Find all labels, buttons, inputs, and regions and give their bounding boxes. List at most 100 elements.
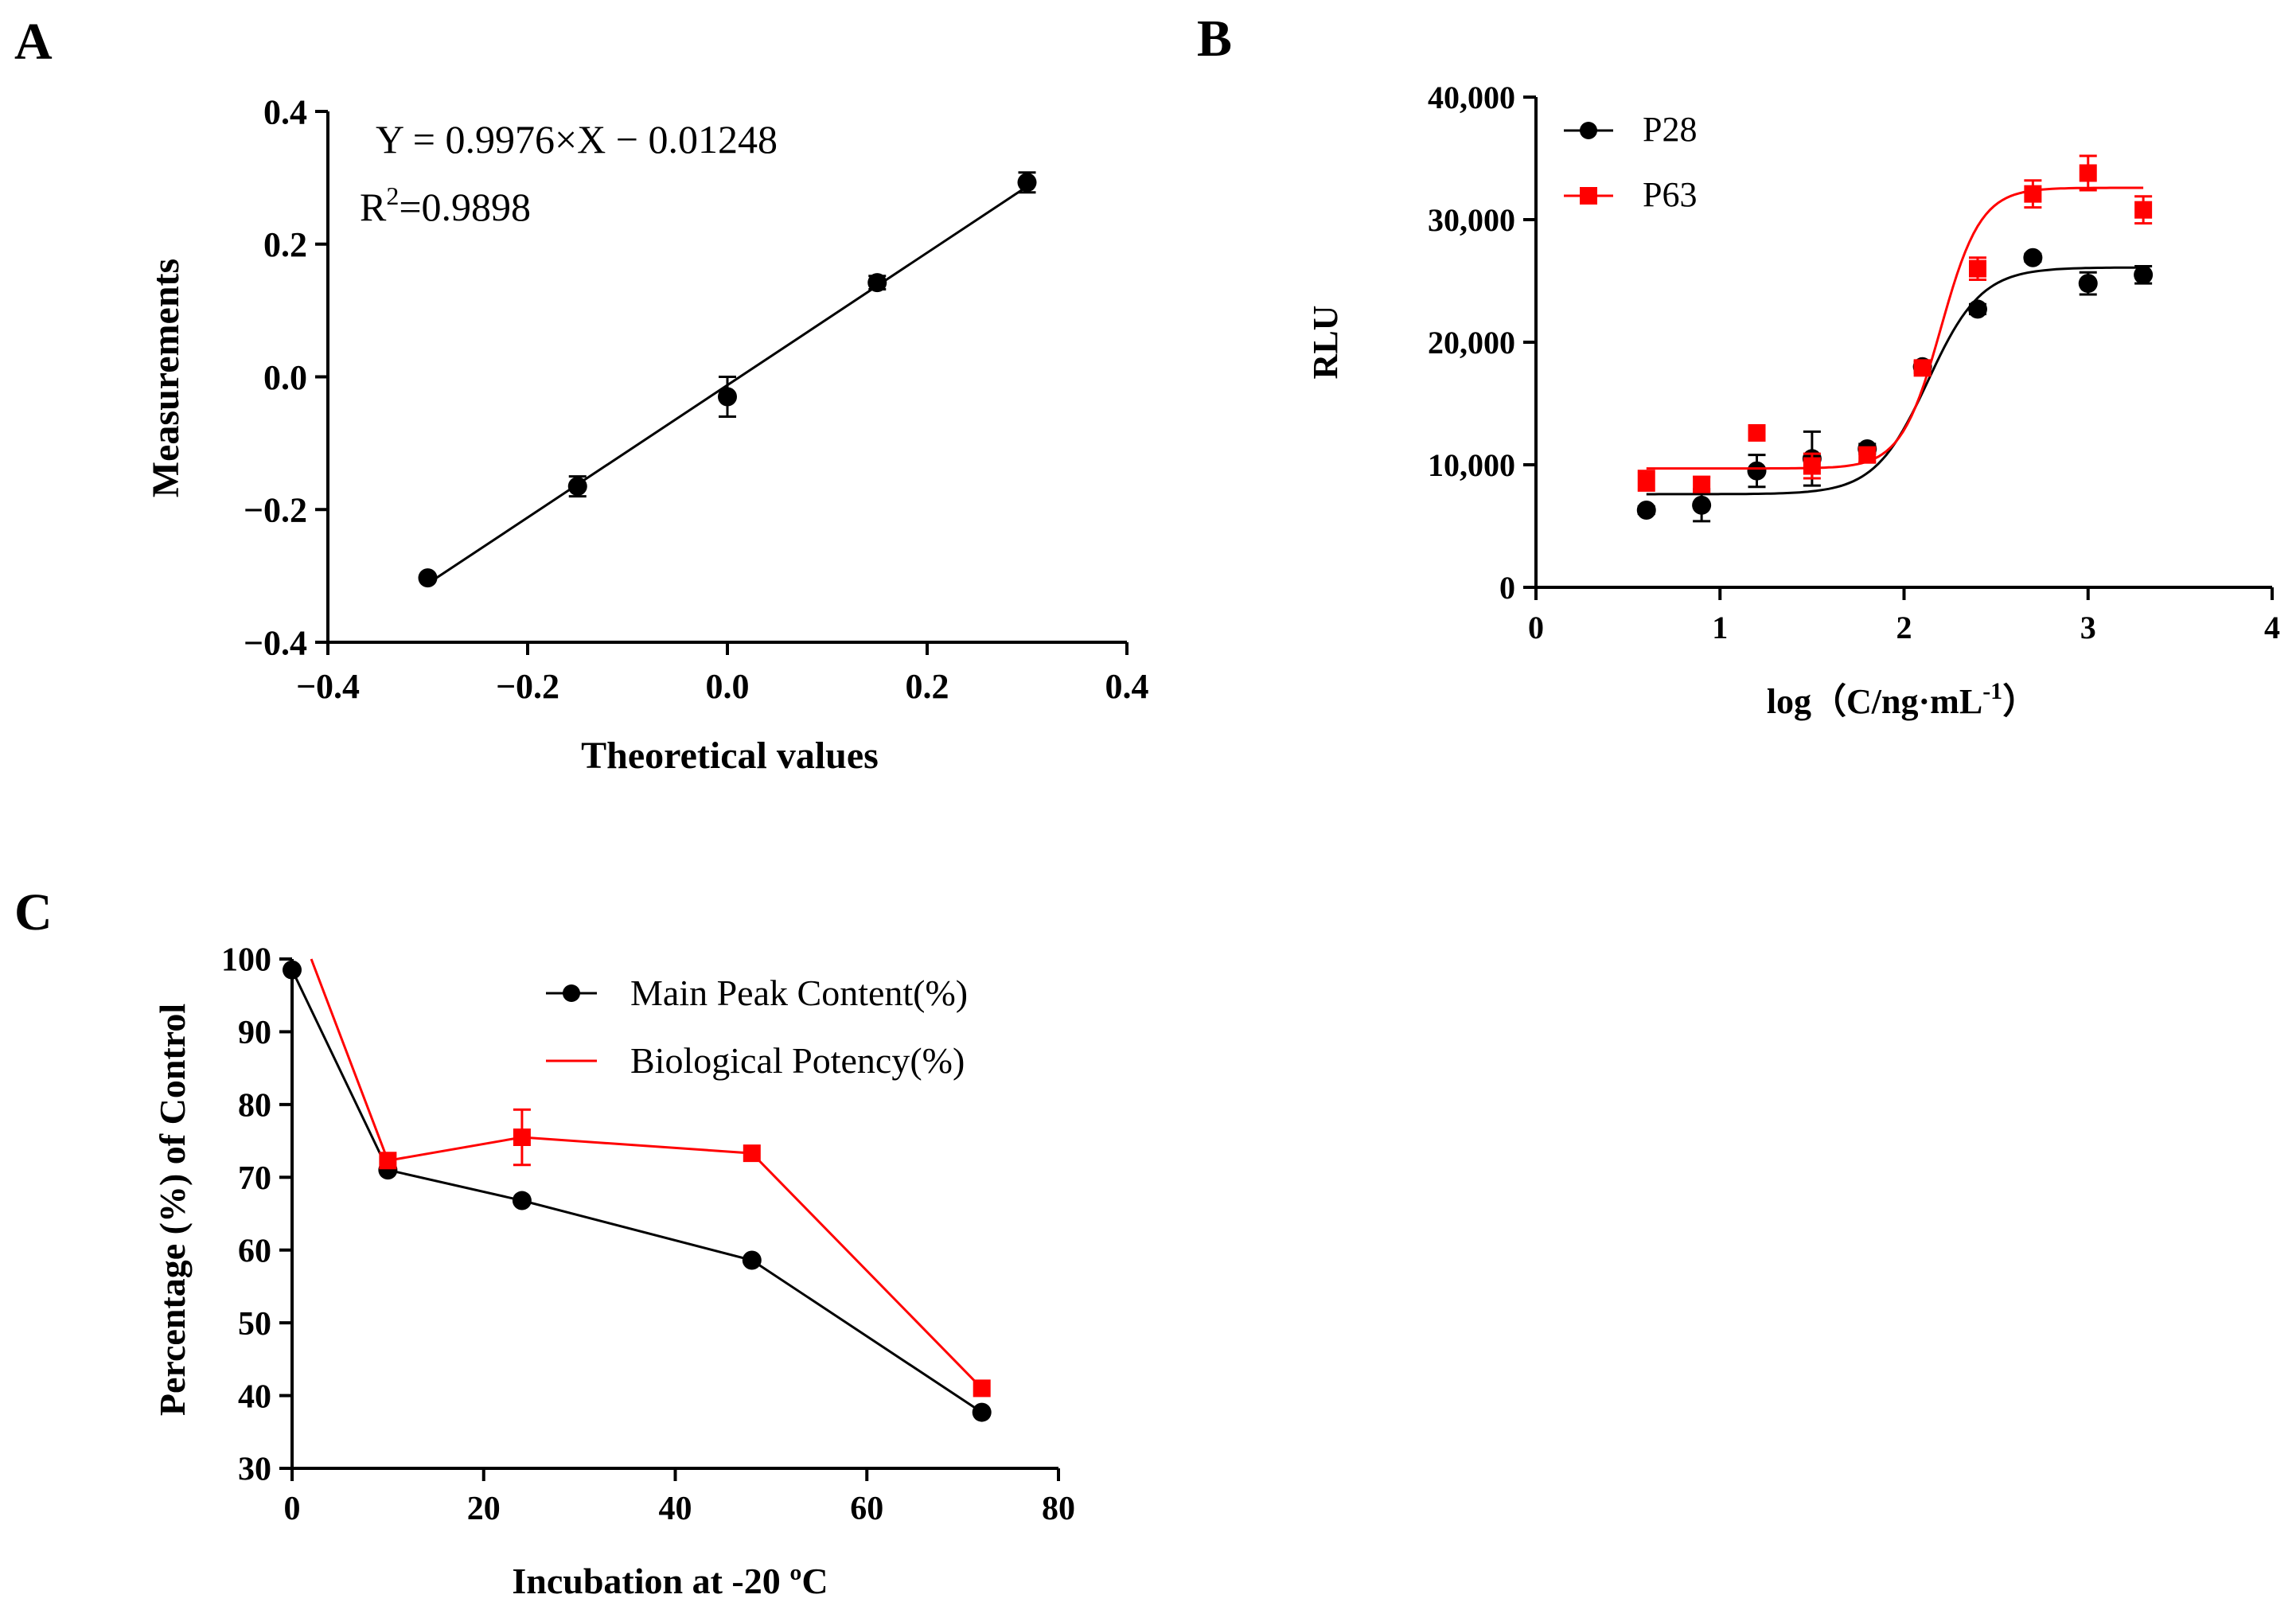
y-tick-label: 0 xyxy=(1499,570,1515,606)
legend-main-peak-label: Main Peak Content(%) xyxy=(630,973,968,1013)
data-point-p28 xyxy=(1636,500,1656,520)
panel-c-x-axis-label: Incubation at -20 ºC xyxy=(512,1561,828,1601)
data-point xyxy=(418,568,438,588)
data-point xyxy=(283,960,302,980)
fit-curve-p28 xyxy=(1646,266,2144,496)
x-tick-label: 20 xyxy=(467,1491,501,1527)
y-tick-label: 30 xyxy=(238,1452,271,1488)
x-tick-label: 0.0 xyxy=(706,667,750,706)
data-point-p63 xyxy=(2079,164,2097,182)
data-point-p63 xyxy=(1637,472,1655,490)
panel-a-plot-area: −0.4 −0.2 0.0 0.2 0.4 −0.4 −0.2 0.0 0.2 0.4 xyxy=(244,92,1149,706)
panel-b-plot-area: 0 1 2 3 4 0 10,000 20,000 30,000 40,000 xyxy=(1428,80,2280,645)
data-point-p28 xyxy=(2078,274,2098,294)
panel-c-y-axis-label: Percentage (%) of Control xyxy=(152,1004,193,1416)
data-point xyxy=(513,1129,531,1146)
legend-p63-marker xyxy=(1580,187,1597,205)
panel-b-y-axis-label: RLU xyxy=(1306,306,1345,380)
y-tick-label: 70 xyxy=(238,1160,271,1197)
y-tick-label: 0.2 xyxy=(263,225,307,264)
legend-potency-label: Biological Potency(%) xyxy=(630,1040,965,1081)
data-point xyxy=(972,1402,992,1422)
panel-a-y-axis-label: Measurements xyxy=(145,259,187,497)
data-point-p63 xyxy=(1969,259,1986,278)
data-point xyxy=(379,1152,397,1170)
y-tick-label: 30,000 xyxy=(1428,202,1515,238)
y-tick-label: 90 xyxy=(238,1015,271,1051)
data-point-p28 xyxy=(2023,248,2043,267)
legend-p28-marker xyxy=(1580,122,1597,139)
r2-value: =0.9898 xyxy=(399,185,531,229)
b-xlabel-main: log（C/ng·mL xyxy=(1767,682,1982,721)
b-xlabel-sup: -1 xyxy=(1982,678,2002,704)
panel-a-equation: Y = 0.9976×X − 0.01248 xyxy=(376,117,778,162)
r2-prefix: R xyxy=(360,185,387,229)
data-point xyxy=(512,1191,532,1210)
y-tick-label: 50 xyxy=(238,1306,271,1343)
panel-a-x-axis-label: Theoretical values xyxy=(581,735,879,777)
y-tick-label: 10,000 xyxy=(1428,447,1515,483)
panel-b: B 0 1 2 3 4 0 10,000 20,000 30,000 40,000 log（C/n… xyxy=(1197,10,2280,721)
legend-p63-label: P63 xyxy=(1643,175,1697,214)
data-point-p63 xyxy=(1858,446,1877,464)
x-tick-label: 0 xyxy=(284,1491,301,1527)
x-tick-label: 60 xyxy=(850,1491,883,1527)
legend-main-peak-marker xyxy=(563,984,580,1002)
panel-c: C 0 20 40 60 80 30 40 50 60 70 80 90 100 Incubation … xyxy=(14,883,1075,1601)
y-tick-label: 0.4 xyxy=(263,92,307,131)
y-tick-label: 80 xyxy=(238,1088,271,1125)
x-tick-label: −0.4 xyxy=(296,667,360,706)
data-point-p63 xyxy=(2024,185,2042,203)
data-point xyxy=(1017,173,1037,193)
y-tick-label: 20,000 xyxy=(1428,325,1515,361)
data-point xyxy=(867,273,887,293)
panel-a-letter: A xyxy=(14,13,53,71)
panel-b-letter: B xyxy=(1197,10,1232,68)
data-point xyxy=(718,387,737,407)
r2-superscript: 2 xyxy=(386,181,399,210)
y-tick-label: 0.0 xyxy=(263,358,307,397)
x-tick-label: 0.2 xyxy=(906,667,949,706)
x-tick-label: 0.4 xyxy=(1105,667,1149,706)
data-point-p63 xyxy=(1693,475,1711,493)
b-xlabel-close: ） xyxy=(2002,682,2037,721)
series-line xyxy=(290,969,983,1413)
legend-p28-label: P28 xyxy=(1643,110,1697,149)
x-tick-label: 40 xyxy=(659,1491,692,1527)
data-point-p63 xyxy=(1803,457,1821,475)
panel-a-r-squared: R2=0.9898 xyxy=(360,181,531,229)
x-tick-label: 80 xyxy=(1042,1491,1075,1527)
y-tick-label: 60 xyxy=(238,1233,271,1269)
data-point-p63 xyxy=(1748,423,1766,442)
y-tick-label: −0.2 xyxy=(244,491,307,530)
fit-curve-p63 xyxy=(1646,186,2144,470)
x-tick-label: 0 xyxy=(1528,610,1544,645)
x-tick-label: 1 xyxy=(1712,610,1728,645)
panel-b-legend: P28 P63 xyxy=(1564,110,1697,214)
data-point-p63 xyxy=(1913,359,1932,377)
panel-b-x-axis-label: log（C/ng·mL-1） xyxy=(1767,678,2037,721)
x-tick-label: 4 xyxy=(2264,610,2280,645)
y-tick-label: 100 xyxy=(221,942,271,979)
data-point-p28 xyxy=(1968,299,1987,319)
x-tick-label: 2 xyxy=(1896,610,1912,645)
y-tick-label: −0.4 xyxy=(244,623,307,662)
data-point xyxy=(743,1144,761,1163)
data-point-p28 xyxy=(2134,265,2154,285)
panel-c-legend: Main Peak Content(%) Biological Potency(… xyxy=(546,973,968,1081)
y-tick-label: 40,000 xyxy=(1428,80,1515,115)
data-point xyxy=(742,1250,762,1270)
data-point-p28 xyxy=(1692,495,1712,515)
x-tick-label: 3 xyxy=(2080,610,2096,645)
panel-c-plot-area: 0 20 40 60 80 30 40 50 60 70 80 90 100 xyxy=(221,942,1075,1527)
data-point-p28 xyxy=(1747,461,1767,481)
panel-a: A −0.4 −0.2 0.0 0.2 0.4 −0.4 −0.2 0.0 0.2 0.4 The… xyxy=(14,13,1149,777)
data-point xyxy=(567,477,587,497)
series-line xyxy=(310,958,983,1390)
x-tick-label: −0.2 xyxy=(496,667,559,706)
data-point xyxy=(973,1379,991,1398)
data-point-p63 xyxy=(2134,201,2153,219)
panel-c-letter: C xyxy=(14,883,53,941)
y-tick-label: 40 xyxy=(238,1378,271,1415)
